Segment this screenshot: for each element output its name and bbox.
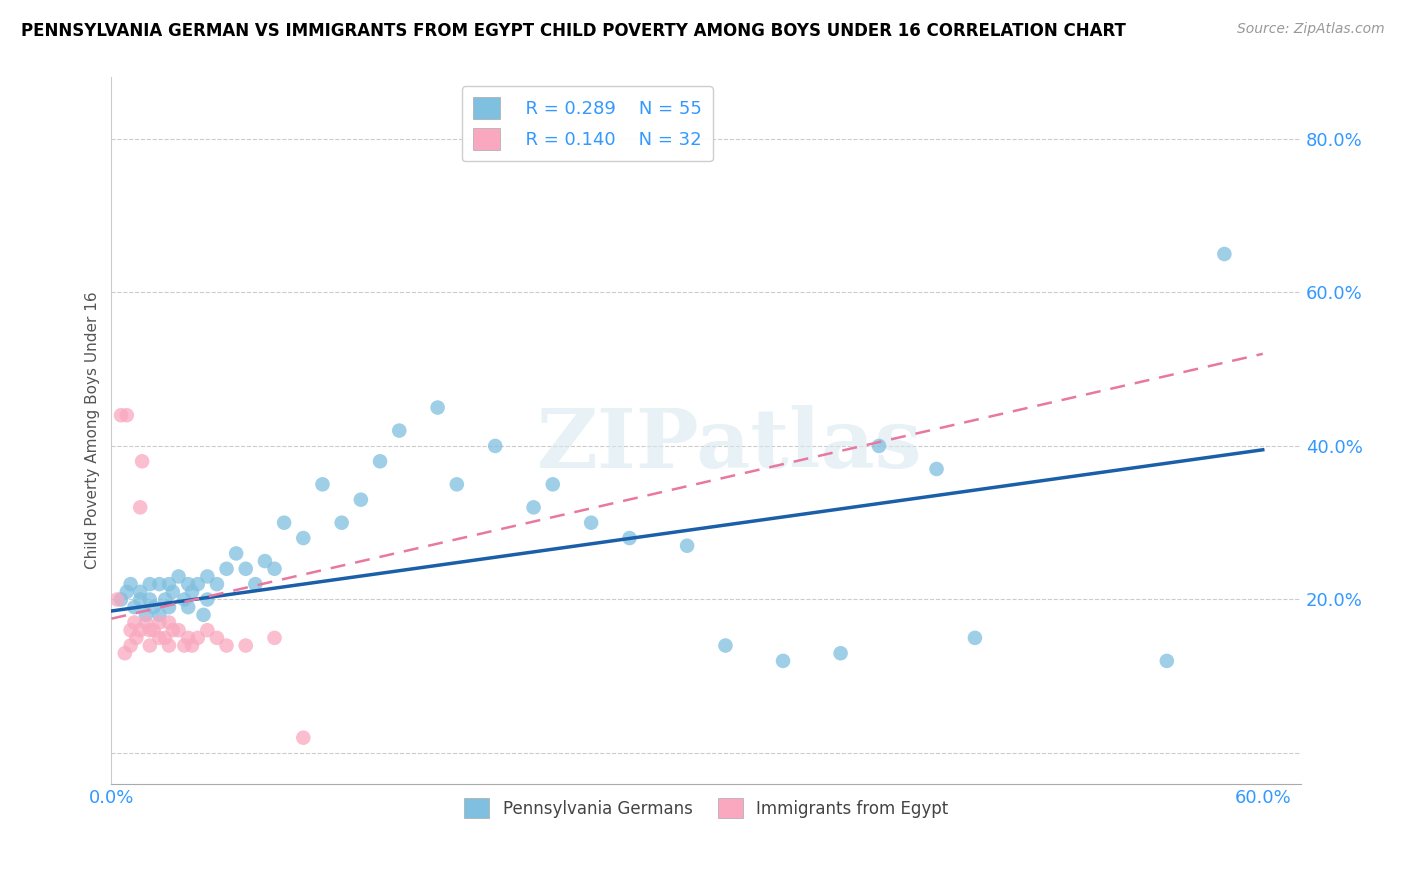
Y-axis label: Child Poverty Among Boys Under 16: Child Poverty Among Boys Under 16 — [86, 292, 100, 569]
Point — [273, 516, 295, 530]
Point — [157, 639, 180, 653]
Point — [110, 409, 132, 423]
Point — [235, 639, 257, 653]
Point — [225, 546, 247, 560]
Point — [162, 623, 184, 637]
Point — [173, 592, 195, 607]
Point — [153, 592, 176, 607]
Point — [142, 600, 165, 615]
Point — [129, 623, 152, 637]
Point — [235, 562, 257, 576]
Point — [105, 592, 128, 607]
Point — [125, 631, 148, 645]
Point — [714, 639, 737, 653]
Point — [167, 623, 190, 637]
Point — [1156, 654, 1178, 668]
Point — [120, 639, 142, 653]
Point — [148, 577, 170, 591]
Point — [484, 439, 506, 453]
Legend: Pennsylvania Germans, Immigrants from Egypt: Pennsylvania Germans, Immigrants from Eg… — [458, 791, 955, 825]
Point — [135, 615, 157, 630]
Text: PENNSYLVANIA GERMAN VS IMMIGRANTS FROM EGYPT CHILD POVERTY AMONG BOYS UNDER 16 C: PENNSYLVANIA GERMAN VS IMMIGRANTS FROM E… — [21, 22, 1126, 40]
Point — [311, 477, 333, 491]
Point — [619, 531, 641, 545]
Point — [177, 600, 200, 615]
Point — [350, 492, 373, 507]
Point — [193, 607, 215, 622]
Point — [388, 424, 411, 438]
Point — [167, 569, 190, 583]
Point — [157, 615, 180, 630]
Point — [131, 454, 153, 468]
Point — [181, 639, 204, 653]
Point — [830, 646, 852, 660]
Point — [129, 500, 152, 515]
Point — [215, 639, 238, 653]
Point — [292, 731, 315, 745]
Point — [124, 600, 146, 615]
Point — [157, 600, 180, 615]
Point — [129, 584, 152, 599]
Point — [195, 569, 218, 583]
Point — [426, 401, 449, 415]
Point — [120, 577, 142, 591]
Point — [330, 516, 353, 530]
Point — [110, 592, 132, 607]
Point — [173, 639, 195, 653]
Point — [963, 631, 986, 645]
Point — [142, 623, 165, 637]
Point — [541, 477, 564, 491]
Point — [925, 462, 948, 476]
Text: ZIPatlas: ZIPatlas — [537, 405, 922, 484]
Point — [139, 623, 162, 637]
Point — [139, 592, 162, 607]
Point — [120, 623, 142, 637]
Point — [676, 539, 699, 553]
Point — [148, 607, 170, 622]
Point — [177, 577, 200, 591]
Point — [153, 631, 176, 645]
Point — [139, 639, 162, 653]
Point — [522, 500, 544, 515]
Point — [772, 654, 794, 668]
Text: Source: ZipAtlas.com: Source: ZipAtlas.com — [1237, 22, 1385, 37]
Point — [114, 646, 136, 660]
Point — [181, 584, 204, 599]
Point — [868, 439, 890, 453]
Point — [148, 615, 170, 630]
Point — [162, 584, 184, 599]
Point — [446, 477, 468, 491]
Point — [215, 562, 238, 576]
Point — [115, 409, 138, 423]
Point — [368, 454, 391, 468]
Point — [292, 531, 315, 545]
Point — [148, 631, 170, 645]
Point — [135, 607, 157, 622]
Point — [253, 554, 276, 568]
Point — [579, 516, 602, 530]
Point — [1213, 247, 1236, 261]
Point — [263, 631, 285, 645]
Point — [187, 631, 209, 645]
Point — [187, 577, 209, 591]
Point — [124, 615, 146, 630]
Point — [139, 577, 162, 591]
Point — [195, 592, 218, 607]
Point — [157, 577, 180, 591]
Point — [129, 592, 152, 607]
Point — [115, 584, 138, 599]
Point — [205, 577, 228, 591]
Point — [177, 631, 200, 645]
Point — [205, 631, 228, 645]
Point — [195, 623, 218, 637]
Point — [263, 562, 285, 576]
Point — [245, 577, 267, 591]
